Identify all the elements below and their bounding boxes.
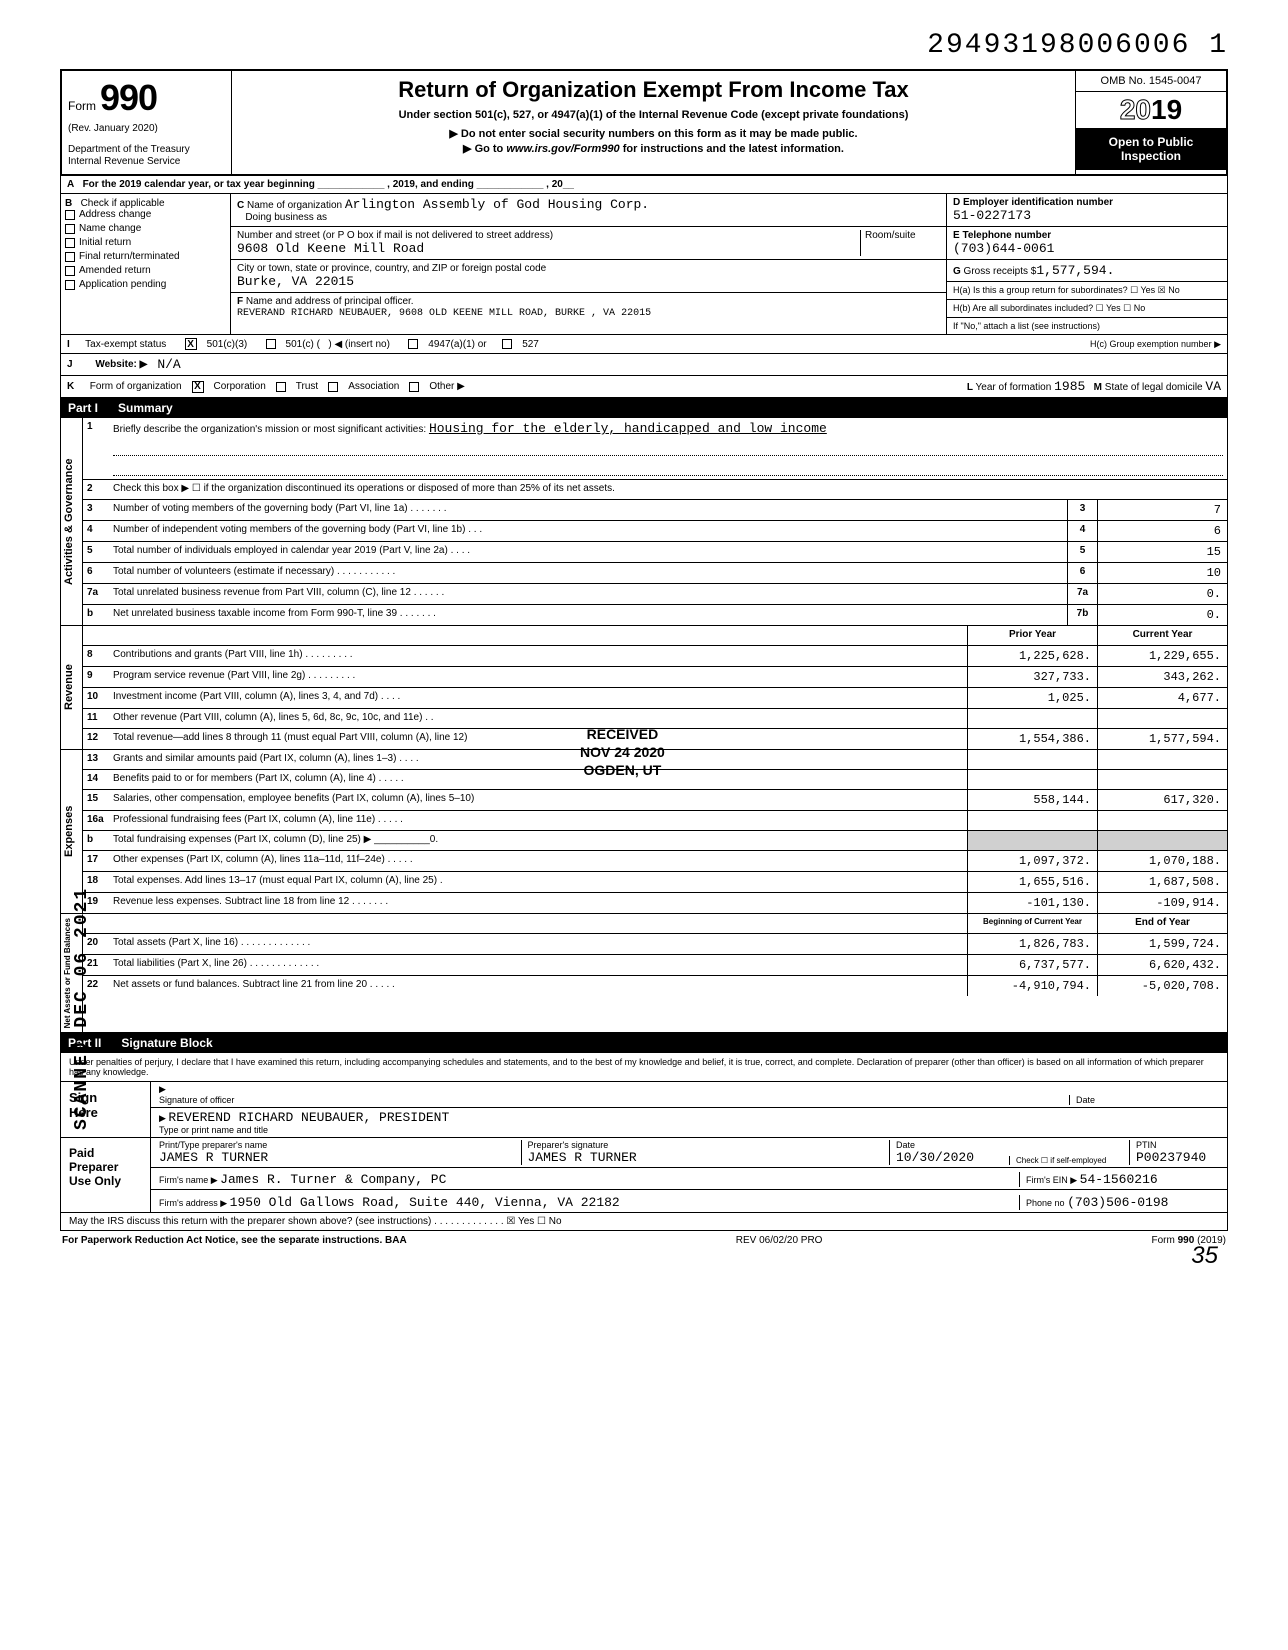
line-9: Program service revenue (Part VIII, line… <box>109 667 967 687</box>
website: N/A <box>157 357 180 372</box>
hc-group-exemption: H(c) Group exemption number ▶ <box>1090 339 1221 350</box>
chk-amended[interactable]: Amended return <box>65 265 226 276</box>
line-17: Other expenses (Part IX, column (A), lin… <box>109 851 967 871</box>
line-16a: Professional fundraising fees (Part IX, … <box>109 811 967 830</box>
omb-number: OMB No. 1545-0047 <box>1076 71 1226 92</box>
line-10: Investment income (Part VIII, column (A)… <box>109 688 967 708</box>
header-center: Return of Organization Exempt From Incom… <box>232 71 1076 174</box>
main-title: Return of Organization Exempt From Incom… <box>242 77 1065 103</box>
may-irs-discuss: May the IRS discuss this return with the… <box>61 1213 1227 1230</box>
firm-address: 1950 Old Gallows Road, Suite 440, Vienna… <box>230 1195 620 1210</box>
preparer-date: 10/30/2020 <box>896 1150 974 1165</box>
line-20: Total assets (Part X, line 16) . . . . .… <box>109 934 967 954</box>
firm-phone: (703)506-0198 <box>1067 1195 1168 1210</box>
line-21: Total liabilities (Part X, line 26) . . … <box>109 955 967 975</box>
signature-block: Under penalties of perjury, I declare th… <box>60 1053 1228 1231</box>
received-stamp: RECEIVEDNOV 24 2020OGDEN, UT <box>580 725 665 780</box>
preparer-name: JAMES R TURNER <box>159 1150 268 1165</box>
org-name: Arlington Assembly of God Housing Corp. <box>345 197 649 212</box>
page-number: 35 <box>1191 1242 1218 1270</box>
paid-preparer-label: PaidPreparerUse Only <box>61 1138 151 1212</box>
preparer-ptin: P00237940 <box>1136 1150 1206 1165</box>
part-2-title: Signature Block <box>121 1036 212 1050</box>
subtitle: Under section 501(c), 527, or 4947(a)(1)… <box>242 109 1065 121</box>
document-number: 29493198006006 1 <box>60 30 1228 61</box>
form-990-page: 29493198006006 1 Form 990 (Rev. January … <box>60 30 1228 1250</box>
row-j-website: J Website: ▶ N/A <box>60 354 1228 376</box>
label-revenue: Revenue <box>61 626 83 749</box>
hb-subordinates: H(b) Are all subordinates included? ☐ Ye… <box>947 300 1227 318</box>
form-number: 990 <box>100 77 157 119</box>
header-left: Form 990 (Rev. January 2020) Department … <box>62 71 232 174</box>
footer-mid: REV 06/02/20 PRO <box>736 1235 823 1246</box>
chk-final-return[interactable]: Final return/terminated <box>65 251 226 262</box>
line-12: Total revenue—add lines 8 through 11 (mu… <box>109 729 967 749</box>
line-2: Check this box ▶ ☐ if the organization d… <box>109 480 1227 499</box>
line-7b: Net unrelated business taxable income fr… <box>109 605 1067 625</box>
chk-application-pending[interactable]: Application pending <box>65 279 226 290</box>
line-11: Other revenue (Part VIII, column (A), li… <box>109 709 967 728</box>
tax-year: 2019 <box>1076 92 1226 129</box>
officer-name: REVEREND RICHARD NEUBAUER, PRESIDENT <box>168 1110 449 1125</box>
column-c-org-info: C Name of organization Arlington Assembl… <box>231 194 947 334</box>
firm-ein: 54-1560216 <box>1080 1172 1158 1187</box>
line-14: Benefits paid to or for members (Part IX… <box>109 770 967 789</box>
line-22: Net assets or fund balances. Subtract li… <box>109 976 967 996</box>
line-8: Contributions and grants (Part VIII, lin… <box>109 646 967 666</box>
row-i-tax-status: I Tax-exempt status X 501(c)(3) 501(c) (… <box>60 335 1228 354</box>
chk-initial-return[interactable]: Initial return <box>65 237 226 248</box>
row-a-calendar-year: A For the 2019 calendar year, or tax yea… <box>60 176 1228 194</box>
line-13: Grants and similar amounts paid (Part IX… <box>109 750 967 769</box>
firm-name: James R. Turner & Company, PC <box>220 1172 446 1187</box>
open-public-badge: Open to PublicInspection <box>1076 129 1226 170</box>
declaration: Under penalties of perjury, I declare th… <box>61 1053 1227 1082</box>
column-b-checkboxes: B Check if applicable Address change Nam… <box>61 194 231 334</box>
line-6: Total number of volunteers (estimate if … <box>109 563 1067 583</box>
org-city: Burke, VA 22015 <box>237 274 354 289</box>
paid-preparer-row: PaidPreparerUse Only Print/Type preparer… <box>61 1138 1227 1213</box>
footer: For Paperwork Reduction Act Notice, see … <box>60 1231 1228 1250</box>
part-1-title: Summary <box>118 401 173 415</box>
form-department: Department of the TreasuryInternal Reven… <box>68 144 225 168</box>
line-1-desc: Briefly describe the organization's miss… <box>109 418 1227 479</box>
summary-activities: Activities & Governance 1 Briefly descri… <box>60 418 1228 626</box>
line-15: Salaries, other compensation, employee b… <box>109 790 967 810</box>
state-domicile: VA <box>1205 379 1221 394</box>
sign-here-row: SignHere ▶Signature of officer Date ▶ RE… <box>61 1082 1227 1138</box>
chk-address-change[interactable]: Address change <box>65 209 226 220</box>
part-1-header: Part I Summary <box>60 398 1228 418</box>
form-label: Form <box>68 99 96 113</box>
gross-receipts: 1,577,594. <box>1036 263 1114 278</box>
summary-netassets: Net Assets or Fund Balances Beginning of… <box>60 914 1228 1033</box>
instructions: ▶ Do not enter social security numbers o… <box>242 127 1065 158</box>
footer-left: For Paperwork Reduction Act Notice, see … <box>62 1235 407 1246</box>
label-activities: Activities & Governance <box>61 418 83 625</box>
officer: REVERAND RICHARD NEUBAUER, 9608 OLD KEEN… <box>237 308 651 319</box>
section-bcd: B Check if applicable Address change Nam… <box>60 194 1228 335</box>
org-street: 9608 Old Keene Mill Road <box>237 241 424 256</box>
form-revision: (Rev. January 2020) <box>68 123 225 134</box>
ein: 51-0227173 <box>953 208 1031 223</box>
form-header: Form 990 (Rev. January 2020) Department … <box>60 69 1228 176</box>
scanned-stamp: SCANNED DEC 06 2021 <box>72 887 92 1130</box>
ha-group-return: H(a) Is this a group return for subordin… <box>947 282 1227 300</box>
line-16b: Total fundraising expenses (Part IX, col… <box>109 831 967 850</box>
line-4: Number of independent voting members of … <box>109 521 1067 541</box>
hb2: If "No," attach a list (see instructions… <box>947 318 1227 334</box>
column-d-ein: D Employer identification number51-02271… <box>947 194 1227 334</box>
line-18: Total expenses. Add lines 13–17 (must eq… <box>109 872 967 892</box>
part-1-number: Part I <box>68 401 98 415</box>
part-2-header: Part II Signature Block <box>60 1033 1228 1053</box>
line-19: Revenue less expenses. Subtract line 18 … <box>109 893 967 913</box>
phone: (703)644-0061 <box>953 241 1054 256</box>
header-right: OMB No. 1545-0047 2019 Open to PublicIns… <box>1076 71 1226 174</box>
row-k-form-org: K Form of organization X Corporation Tru… <box>60 376 1228 398</box>
line-5: Total number of individuals employed in … <box>109 542 1067 562</box>
line-7a: Total unrelated business revenue from Pa… <box>109 584 1067 604</box>
year-formation: 1985 <box>1054 379 1085 394</box>
chk-name-change[interactable]: Name change <box>65 223 226 234</box>
line-3: Number of voting members of the governin… <box>109 500 1067 520</box>
